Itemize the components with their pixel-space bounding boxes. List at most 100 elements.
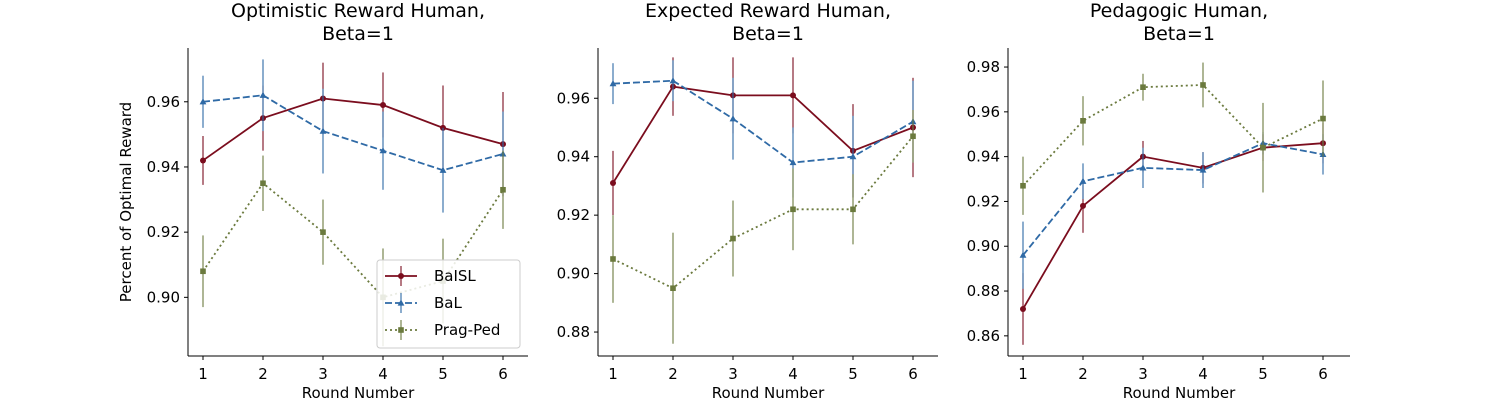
data-point bbox=[1140, 84, 1146, 90]
data-point bbox=[670, 285, 676, 292]
chart-title-line-1: Pedagogic Human, bbox=[1090, 0, 1268, 22]
chart-title-line-2: Beta=1 bbox=[1143, 23, 1215, 45]
y-tick-label: 0.94 bbox=[557, 148, 590, 166]
x-tick-label: 3 bbox=[318, 365, 328, 383]
y-tick-label: 0.86 bbox=[967, 327, 1000, 345]
y-tick-label: 0.98 bbox=[967, 58, 1000, 76]
y-tick-label: 0.92 bbox=[967, 192, 1000, 210]
data-point bbox=[200, 268, 206, 275]
data-point bbox=[1260, 144, 1266, 151]
series-bal bbox=[1019, 132, 1327, 289]
y-tick-label: 0.94 bbox=[967, 148, 1000, 166]
data-point bbox=[260, 180, 266, 187]
series-line bbox=[1022, 142, 1324, 310]
data-point bbox=[1019, 251, 1027, 258]
x-tick-label: 3 bbox=[1138, 365, 1148, 383]
legend-marker bbox=[398, 327, 404, 333]
series-line bbox=[612, 85, 914, 184]
y-tick-label: 0.92 bbox=[557, 206, 590, 224]
data-point bbox=[610, 256, 616, 262]
chart-title-line-2: Beta=1 bbox=[322, 23, 394, 45]
series-prag-ped bbox=[1020, 62, 1326, 215]
data-point bbox=[789, 158, 797, 166]
data-point bbox=[1020, 305, 1026, 312]
series-line bbox=[1022, 84, 1324, 187]
y-tick-label: 0.96 bbox=[147, 93, 180, 111]
x-tick-label: 4 bbox=[1198, 365, 1208, 383]
legend-label: Prag-Ped bbox=[434, 321, 500, 339]
x-tick-label: 6 bbox=[498, 365, 508, 383]
chart-title-line-1: Optimistic Reward Human, bbox=[231, 0, 485, 22]
data-point bbox=[1200, 82, 1206, 88]
series-baisl bbox=[1020, 123, 1326, 345]
data-point bbox=[790, 92, 796, 99]
legend-label: BaL bbox=[434, 294, 462, 312]
legend-box bbox=[376, 259, 521, 349]
data-point bbox=[1139, 164, 1147, 171]
x-tick-label: 1 bbox=[608, 365, 618, 383]
panels: 0.90 0.92 0.94 0.96 1 2 3 4 5 6 Round Number Optimi… bbox=[147, 0, 1350, 400]
x-tick-label: 1 bbox=[198, 365, 208, 383]
y-tick-label: 0.88 bbox=[967, 282, 1000, 300]
x-tick-label: 4 bbox=[788, 365, 798, 383]
y-tick-label: 0.94 bbox=[147, 158, 180, 176]
x-axis-label: Round Number bbox=[302, 384, 415, 400]
series-line bbox=[612, 135, 914, 290]
data-point bbox=[1199, 166, 1207, 173]
data-point bbox=[910, 133, 916, 140]
y-tick-label: 0.96 bbox=[967, 103, 1000, 121]
data-point bbox=[669, 77, 677, 84]
data-point bbox=[199, 98, 207, 105]
x-tick-label: 6 bbox=[1318, 365, 1328, 383]
data-point bbox=[380, 102, 386, 109]
series-prag-ped bbox=[610, 109, 916, 344]
data-point bbox=[610, 180, 616, 187]
x-tick-label: 6 bbox=[908, 365, 918, 383]
data-point bbox=[1080, 202, 1086, 209]
legend-label: BaISL bbox=[434, 267, 476, 285]
data-point bbox=[849, 153, 857, 160]
subplot-2: 0.88 0.90 0.92 0.94 0.96 1 2 3 4 5 6 Round Number Ex… bbox=[557, 0, 938, 400]
data-point bbox=[320, 229, 326, 235]
data-point bbox=[730, 235, 736, 242]
data-point bbox=[729, 115, 737, 122]
legend-marker bbox=[398, 273, 404, 279]
data-point bbox=[1080, 118, 1086, 124]
chart-title-line-1: Expected Reward Human, bbox=[645, 0, 891, 22]
legend: BaISL BaL Prag-Ped bbox=[376, 259, 521, 349]
chart-title-line-2: Beta=1 bbox=[732, 23, 804, 45]
series-bal bbox=[199, 59, 507, 213]
series-line bbox=[612, 79, 914, 164]
legend-marker bbox=[397, 299, 405, 306]
y-tick-label: 0.88 bbox=[557, 323, 590, 341]
data-point bbox=[790, 206, 796, 213]
subplot-1: 0.90 0.92 0.94 0.96 1 2 3 4 5 6 Round Number Optimi… bbox=[147, 0, 528, 400]
data-point bbox=[850, 206, 856, 213]
y-tick-label: 0.90 bbox=[147, 288, 180, 306]
data-point bbox=[1079, 177, 1087, 184]
x-tick-label: 4 bbox=[378, 365, 388, 383]
subplot-3: 0.86 0.88 0.90 0.92 0.94 0.96 0.98 1 2 3 4 5 6 Round … bbox=[967, 0, 1350, 400]
x-tick-label: 5 bbox=[438, 365, 448, 383]
y-tick-label: 0.90 bbox=[967, 237, 1000, 255]
x-axis-label: Round Number bbox=[1123, 384, 1236, 400]
data-point bbox=[200, 157, 206, 164]
y-axis-label: Percent of Optimal Reward bbox=[117, 102, 135, 302]
data-point bbox=[439, 166, 447, 173]
series-bal bbox=[609, 60, 917, 198]
series-line bbox=[1022, 142, 1324, 256]
x-tick-label: 2 bbox=[258, 365, 268, 383]
y-tick-label: 0.90 bbox=[557, 265, 590, 283]
series-baisl bbox=[200, 62, 506, 197]
data-point bbox=[500, 186, 506, 193]
series-line bbox=[202, 94, 504, 172]
data-point bbox=[379, 147, 387, 154]
x-tick-label: 5 bbox=[1258, 365, 1268, 383]
data-point bbox=[1320, 115, 1326, 122]
data-point bbox=[609, 80, 617, 87]
x-tick-label: 2 bbox=[668, 365, 678, 383]
data-point bbox=[319, 127, 327, 134]
x-tick-label: 2 bbox=[1078, 365, 1088, 383]
series-line bbox=[202, 97, 504, 162]
